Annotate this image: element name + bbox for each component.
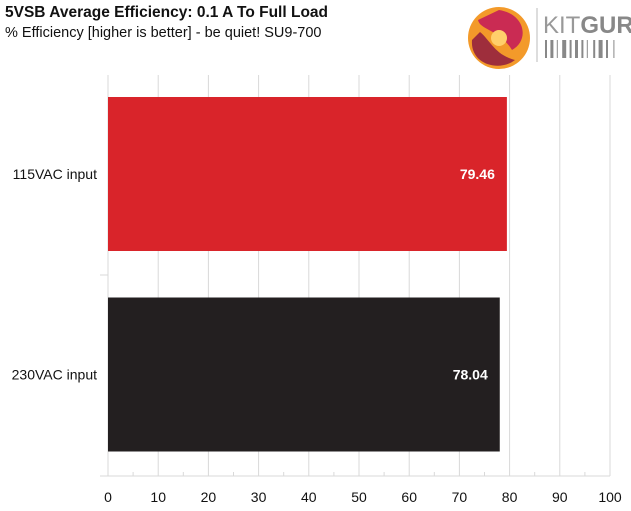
category-label: 230VAC input bbox=[12, 367, 97, 383]
logo-text: KITGURU bbox=[543, 12, 631, 39]
x-tick-label: 30 bbox=[251, 489, 267, 505]
chart-subtitle: % Efficiency [higher is better] - be qui… bbox=[5, 25, 322, 41]
bar-value-label: 78.04 bbox=[453, 367, 488, 383]
x-tick-label: 20 bbox=[201, 489, 217, 505]
bar bbox=[108, 297, 500, 452]
x-tick-label: 100 bbox=[598, 489, 622, 505]
x-tick-label: 40 bbox=[301, 489, 317, 505]
bar bbox=[108, 97, 507, 251]
x-tick-label: 60 bbox=[401, 489, 417, 505]
x-tick-label: 70 bbox=[452, 489, 468, 505]
x-tick-label: 90 bbox=[552, 489, 568, 505]
chart-title: 5VSB Average Efficiency: 0.1 A To Full L… bbox=[5, 4, 328, 21]
kitguru-logo: KITGURU bbox=[468, 7, 631, 69]
x-tick-label: 80 bbox=[502, 489, 518, 505]
bar-value-label: 79.46 bbox=[460, 166, 495, 182]
x-tick-label: 0 bbox=[104, 489, 112, 505]
x-tick-label: 50 bbox=[351, 489, 367, 505]
x-tick-label: 10 bbox=[150, 489, 166, 505]
category-label: 115VAC input bbox=[13, 166, 97, 182]
barcode-graphic bbox=[545, 40, 615, 58]
